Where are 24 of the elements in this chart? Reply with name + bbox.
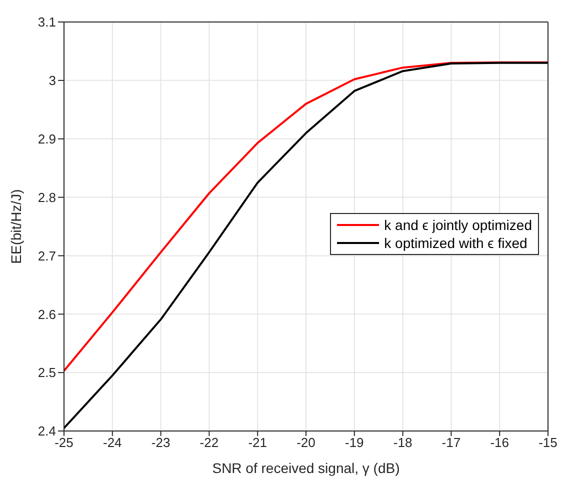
y-axis-title: EE(bit/Hz/J) — [8, 189, 24, 264]
x-tick-label: -20 — [296, 435, 316, 450]
line-series — [64, 61, 548, 372]
y-tick-label: 2.6 — [38, 306, 56, 322]
x-tick-label: -21 — [248, 435, 267, 450]
x-tick-label: -24 — [103, 435, 122, 450]
x-tick-label: -17 — [442, 435, 461, 450]
y-tick-label: 2.9 — [38, 131, 56, 146]
x-axis-title: SNR of received signal, γ (dB) — [212, 460, 400, 476]
y-tick-label: 3.1 — [38, 14, 56, 30]
x-tick-label: -25 — [54, 435, 74, 450]
legend-label: k optimized with ϵ fixed — [384, 234, 528, 252]
x-tick-label: -18 — [393, 435, 412, 450]
y-tick-label: 2.7 — [38, 248, 56, 264]
y-tick-label: 3 — [48, 73, 56, 88]
x-tick-label: -23 — [151, 435, 170, 450]
x-tick-label: -16 — [490, 435, 509, 450]
y-tick-label: 2.4 — [38, 424, 56, 439]
y-tick-label: 2.8 — [38, 190, 56, 205]
x-tick-label: -22 — [200, 435, 219, 450]
x-tick-label: -15 — [538, 435, 558, 450]
y-tick-label: 2.5 — [38, 365, 56, 380]
legend-label: k and ϵ jointly optimized — [384, 216, 532, 234]
x-tick-label: -19 — [345, 435, 364, 450]
